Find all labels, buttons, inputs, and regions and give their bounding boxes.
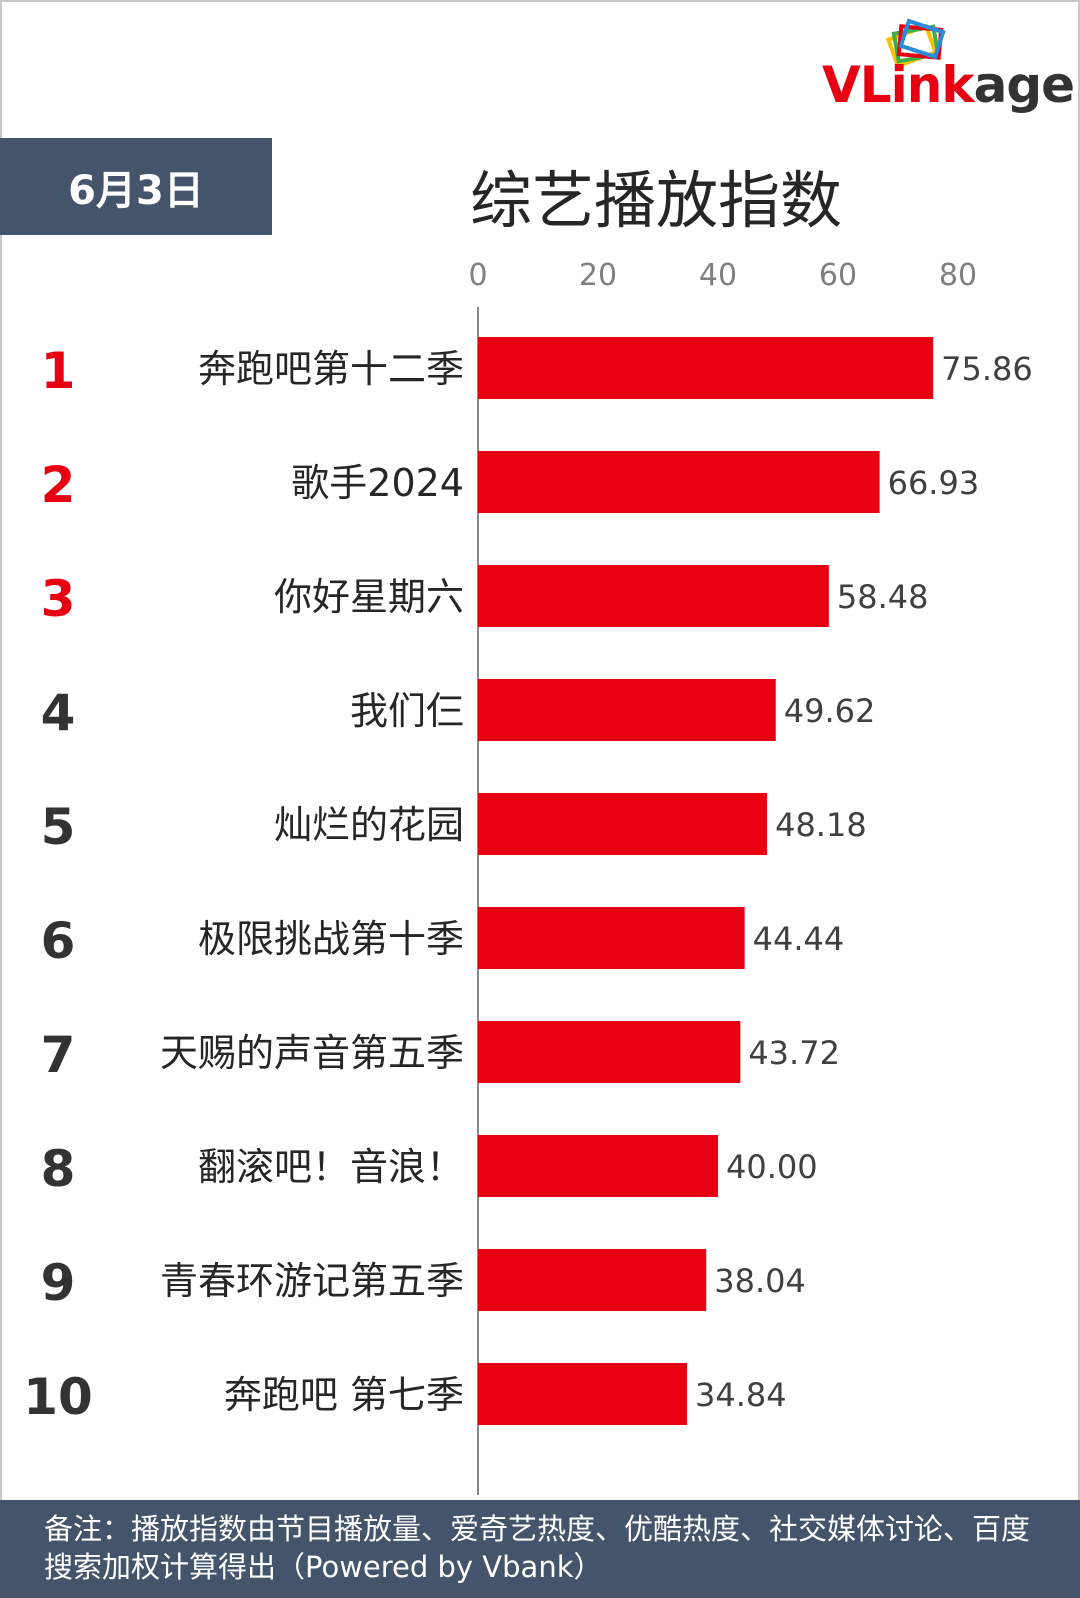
rank-number: 3 bbox=[41, 570, 76, 628]
rank-number: 2 bbox=[41, 456, 76, 514]
value-label: 48.18 bbox=[775, 806, 867, 844]
category-label: 奔跑吧第十二季 bbox=[198, 347, 464, 391]
category-label: 你好星期六 bbox=[274, 575, 464, 619]
bar bbox=[478, 1135, 718, 1197]
value-label: 43.72 bbox=[748, 1034, 840, 1072]
value-label: 49.62 bbox=[784, 692, 876, 730]
category-label: 极限挑战第十季 bbox=[198, 917, 464, 961]
rank-number: 4 bbox=[41, 684, 76, 742]
category-label: 翻滚吧！音浪！ bbox=[198, 1145, 464, 1189]
bar bbox=[478, 337, 934, 399]
rank-number: 9 bbox=[41, 1254, 76, 1312]
chart-title: 综艺播放指数 bbox=[470, 164, 843, 237]
x-tick-label: 80 bbox=[939, 258, 977, 293]
rank-number: 8 bbox=[41, 1140, 76, 1198]
category-label: 天赐的声音第五季 bbox=[160, 1031, 464, 1075]
rank-number: 6 bbox=[41, 912, 76, 970]
value-label: 34.84 bbox=[695, 1376, 787, 1414]
x-tick-label: 60 bbox=[819, 258, 857, 293]
category-label: 灿烂的花园 bbox=[274, 803, 464, 847]
rank-number: 7 bbox=[41, 1026, 76, 1084]
vlinkage-logo: VLinkage bbox=[822, 18, 1075, 128]
x-tick-label: 20 bbox=[579, 258, 617, 293]
logo-cards-icon bbox=[885, 18, 946, 69]
footer-note: 备注：播放指数由节目播放量、爱奇艺热度、优酷热度、社交媒体讨论、百度搜索加权计算… bbox=[0, 1500, 1080, 1598]
x-tick-label: 40 bbox=[699, 258, 737, 293]
logo-wordmark: VLinkage bbox=[822, 56, 1075, 114]
date-badge: 6月3日 bbox=[0, 138, 272, 235]
bar-chart: 0 20 40 60 80 75.86 奔跑吧第十二季 1 66.93 歌手2024 2 58.48 你… bbox=[23, 258, 1033, 1495]
bar bbox=[478, 679, 776, 741]
x-tick-label: 0 bbox=[468, 258, 487, 293]
rank-number: 1 bbox=[41, 342, 76, 400]
value-label: 66.93 bbox=[888, 464, 980, 502]
category-label: 我们仨 bbox=[350, 689, 464, 733]
bar bbox=[478, 907, 745, 969]
category-label: 歌手2024 bbox=[291, 461, 464, 505]
rank-number: 10 bbox=[23, 1368, 93, 1426]
bar bbox=[478, 451, 880, 513]
bar bbox=[478, 793, 768, 855]
category-label: 奔跑吧 第七季 bbox=[224, 1373, 464, 1417]
bar bbox=[478, 1021, 741, 1083]
value-label: 58.48 bbox=[837, 578, 929, 616]
value-label: 38.04 bbox=[714, 1262, 806, 1300]
rank-number: 5 bbox=[41, 798, 76, 856]
bar bbox=[478, 565, 829, 627]
value-label: 44.44 bbox=[753, 920, 845, 958]
value-label: 75.86 bbox=[941, 350, 1033, 388]
value-label: 40.00 bbox=[726, 1148, 818, 1186]
bar bbox=[478, 1249, 707, 1311]
bar bbox=[478, 1363, 688, 1425]
category-label: 青春环游记第五季 bbox=[160, 1259, 464, 1303]
